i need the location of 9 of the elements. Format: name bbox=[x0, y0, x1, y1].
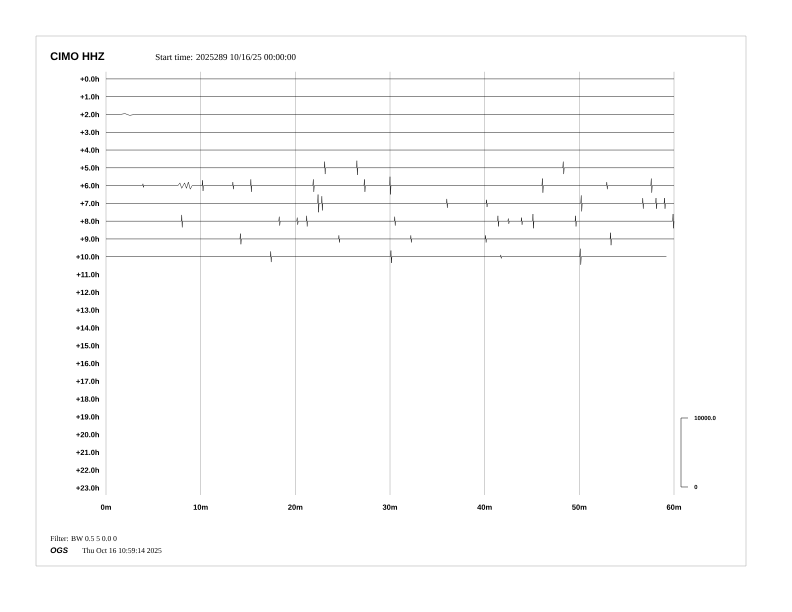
chart-title: CIMO HHZ bbox=[50, 52, 104, 60]
text: OGS bbox=[50, 547, 68, 554]
line-series bbox=[106, 160, 674, 176]
line-series bbox=[106, 248, 667, 265]
line-series bbox=[106, 214, 674, 228]
line-series bbox=[106, 232, 674, 246]
line-series bbox=[106, 176, 674, 195]
chart-subtitle: Start time: 2025289 10/16/25 00:00:00 bbox=[156, 54, 296, 60]
line-series bbox=[106, 194, 674, 212]
